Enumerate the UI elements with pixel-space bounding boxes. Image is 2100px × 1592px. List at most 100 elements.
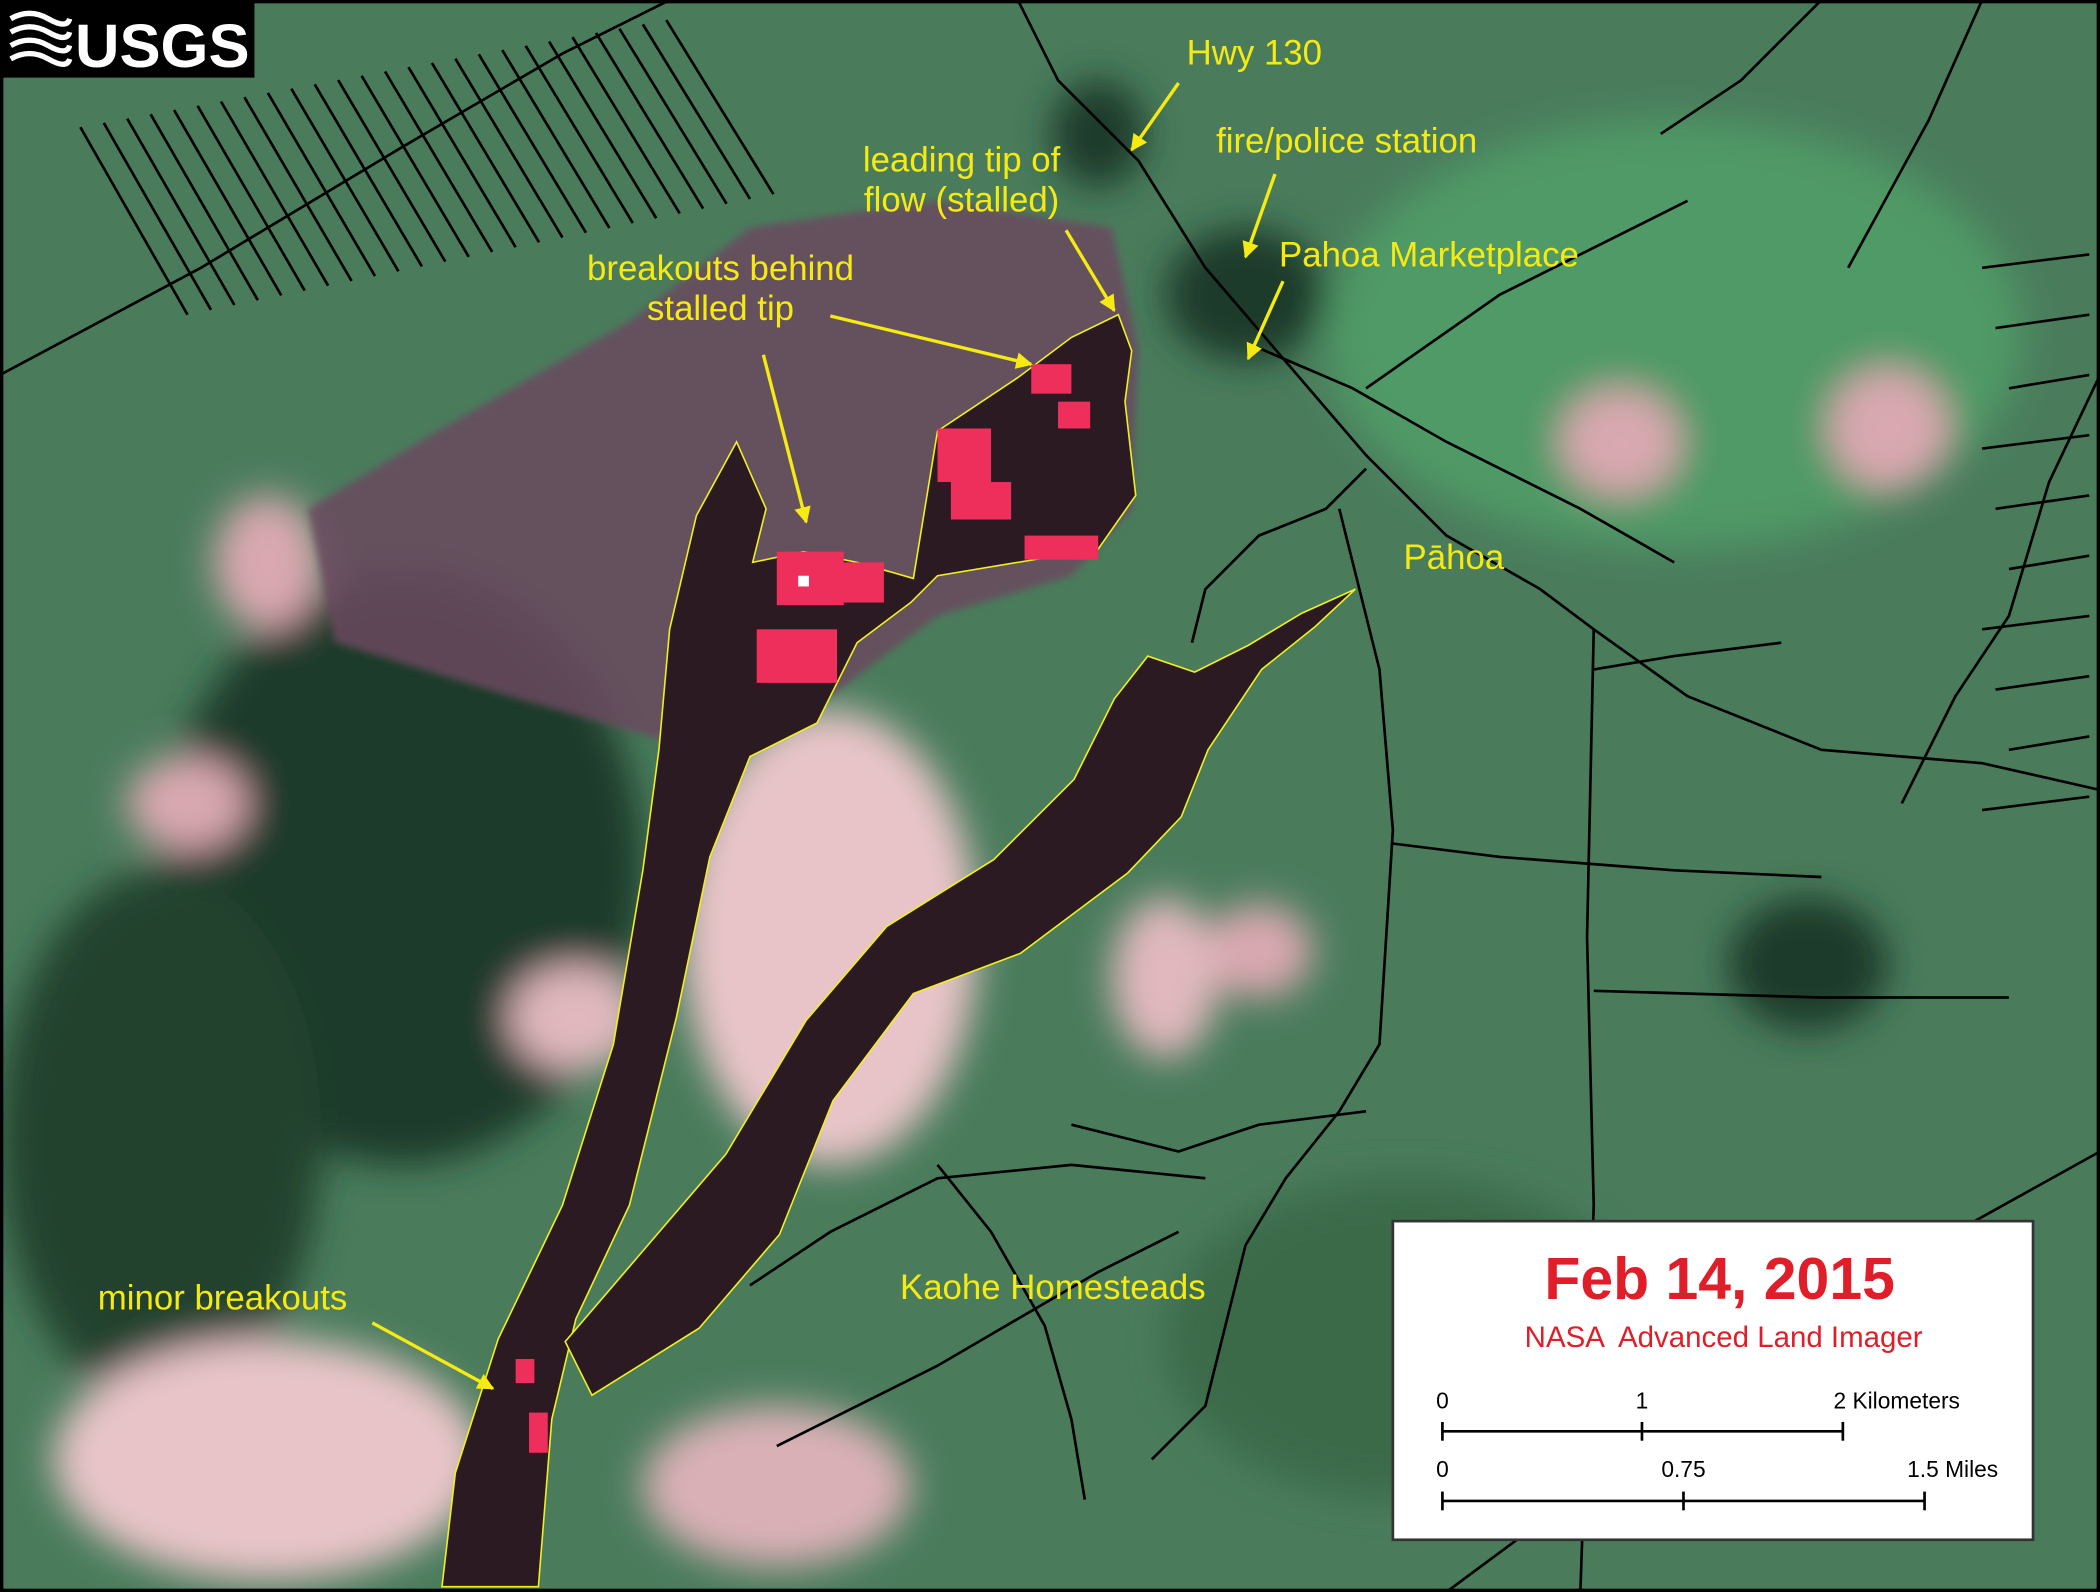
road [749, 1163, 1206, 1287]
cloud [508, 964, 643, 1072]
map-label: leading tip of [863, 140, 1061, 179]
road [1981, 253, 2090, 270]
road [1981, 614, 2090, 631]
usgs-logo: USGS [0, 0, 255, 81]
road [618, 27, 728, 205]
map-label: stalled tip [647, 289, 794, 328]
road [454, 57, 564, 239]
hotspot [776, 551, 844, 606]
map-label: Kaohe Homesteads [900, 1268, 1206, 1307]
dark-forest [1727, 897, 1889, 1031]
road [1071, 1109, 1367, 1153]
hotspot [756, 629, 838, 683]
road [243, 96, 353, 282]
hotspot-core [798, 575, 809, 587]
road [1659, 0, 1823, 136]
arrow [1246, 280, 1285, 361]
road [383, 70, 494, 253]
cloud [1828, 368, 1949, 489]
hotspot [515, 1359, 535, 1384]
road [1981, 795, 2090, 812]
scale-label: 0.75 [1661, 1456, 1705, 1482]
road [594, 32, 705, 210]
road [1995, 494, 2090, 511]
cloud [642, 1405, 911, 1567]
cloud [683, 709, 978, 1165]
hotspot [837, 562, 884, 603]
logo-waves [9, 10, 73, 67]
mile-scale-bar [1441, 1491, 1926, 1511]
road [407, 66, 517, 248]
road [1392, 842, 1822, 879]
arrow [1130, 82, 1180, 152]
road [1190, 467, 1368, 644]
arrow [761, 354, 811, 524]
map-label: Hwy 130 [1187, 33, 1322, 72]
cloud [1205, 903, 1313, 998]
cloud [1560, 388, 1681, 496]
road [1900, 374, 2100, 804]
road [1150, 508, 1395, 1461]
road [2008, 735, 2090, 752]
map-label: Pāhoa [1404, 538, 1505, 577]
map-label: Pahoa Marketplace [1279, 235, 1579, 274]
hotspots [515, 364, 1099, 1453]
road [196, 105, 306, 292]
cloud [127, 756, 248, 851]
hotspot [1031, 364, 1072, 394]
road [1995, 313, 2090, 330]
info-box: Feb 14, 2015 NASA Advanced Land Imager 0… [1391, 1219, 2035, 1542]
hotspot [937, 428, 992, 483]
cloud [1111, 897, 1219, 1058]
road [149, 113, 259, 301]
map-label: minor breakouts [98, 1278, 348, 1317]
road [1258, 346, 1675, 564]
road [1016, 0, 2100, 792]
map-label: breakouts behind [587, 249, 854, 288]
road [641, 23, 752, 200]
road [776, 1230, 1180, 1448]
road [126, 117, 236, 306]
road [501, 49, 611, 229]
scale-label: 1.5 Miles [1907, 1456, 1998, 1482]
map-label: fire/police station [1216, 122, 1477, 161]
scale-label: 0 [1436, 1388, 1449, 1414]
road [219, 100, 330, 287]
road [360, 75, 470, 258]
road [1995, 674, 2090, 691]
road [266, 92, 377, 277]
annotations: Hwy 130 fire/police station Pahoa Market… [98, 33, 1579, 1390]
dark-forest [0, 870, 322, 1406]
road [1981, 433, 2090, 450]
dark-forest [1051, 80, 1146, 188]
road [172, 109, 283, 297]
road [290, 87, 400, 272]
source: NASA Advanced Land Imager [1525, 1321, 1923, 1354]
hotspot [1024, 535, 1099, 560]
road [102, 122, 213, 311]
road [313, 83, 424, 268]
scale-label: 0 [1436, 1456, 1449, 1482]
map-label: flow (stalled) [864, 181, 1059, 220]
logo-background [0, 0, 255, 78]
road [477, 53, 588, 234]
lava-flow-branch [564, 588, 1356, 1397]
hotspot [529, 1412, 548, 1453]
scale-label: 2 Kilometers [1833, 1388, 1959, 1414]
road [1593, 989, 2009, 999]
logo-text: USGS [75, 12, 250, 81]
road [571, 36, 681, 215]
info-box-frame [1391, 1219, 2035, 1542]
date: Feb 14, 2015 [1544, 1247, 1894, 1312]
road [2008, 554, 2090, 571]
arrow [371, 1321, 495, 1390]
arrow [829, 314, 1033, 369]
km-scale-bar [1441, 1421, 1845, 1441]
vegetation [1325, 120, 2023, 549]
cloud [214, 495, 322, 630]
road [524, 45, 634, 224]
